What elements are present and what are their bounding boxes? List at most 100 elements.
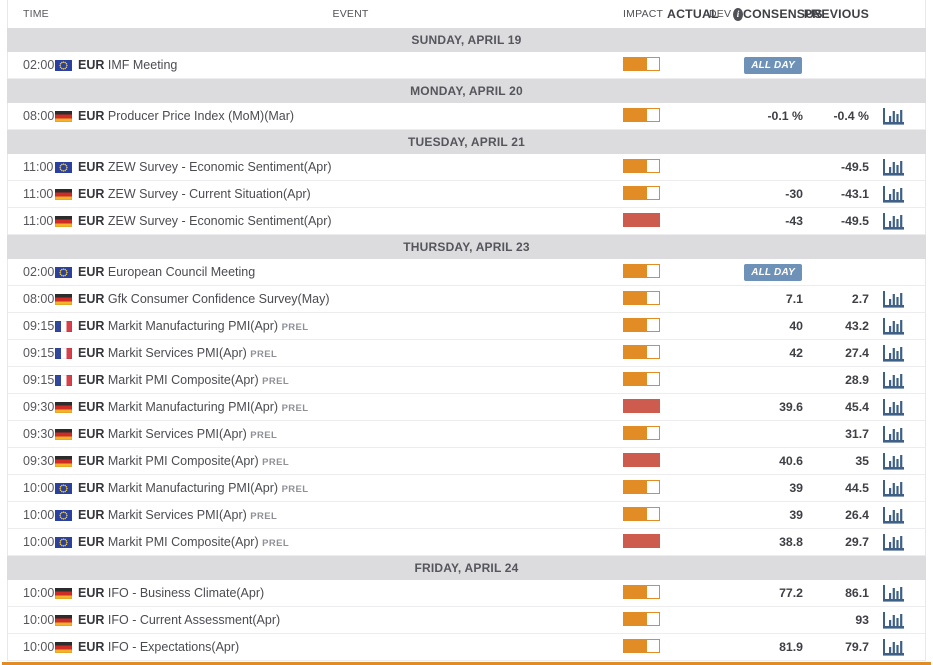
impact-fill bbox=[624, 639, 647, 652]
bar-chart-icon[interactable] bbox=[881, 638, 908, 657]
event-row[interactable]: 02:00 EUR IMF Meeting ALL DAY bbox=[8, 52, 925, 79]
bar-chart-icon[interactable] bbox=[881, 533, 908, 552]
event-row[interactable]: 08:00 EUR Producer Price Index (MoM)(Mar)… bbox=[8, 103, 925, 130]
currency-label: EUR bbox=[78, 373, 105, 387]
event-name: ZEW Survey - Economic Sentiment(Apr) bbox=[107, 160, 332, 174]
impact-meter-medium bbox=[623, 584, 660, 599]
event-row[interactable]: 11:00 EUR ZEW Survey - Current Situation(… bbox=[8, 181, 925, 208]
bar-chart-icon[interactable] bbox=[881, 611, 908, 630]
dev-info-icon[interactable]: i bbox=[733, 7, 743, 21]
event-row[interactable]: 10:00 EUR Markit Services PMI(Apr) PREL 39… bbox=[8, 502, 925, 529]
currency-label: EUR bbox=[78, 613, 105, 627]
bar-chart-icon[interactable] bbox=[881, 158, 908, 177]
currency-label: EUR bbox=[78, 160, 105, 174]
event-name: Markit PMI Composite(Apr) bbox=[107, 535, 259, 549]
bar-chart-icon[interactable] bbox=[881, 452, 908, 471]
event-time: 10:00 bbox=[23, 481, 55, 495]
event-row[interactable]: 09:15 EUR Markit PMI Composite(Apr) PREL 2… bbox=[8, 367, 925, 394]
event-name: IFO - Expectations(Apr) bbox=[107, 640, 240, 654]
event-row[interactable]: 09:15 EUR Markit Manufacturing PMI(Apr) P… bbox=[8, 313, 925, 340]
event-name: ZEW Survey - Economic Sentiment(Apr) bbox=[107, 214, 332, 228]
consensus-cell: 39 bbox=[789, 481, 803, 495]
event-name: Markit Services PMI(Apr) bbox=[107, 508, 247, 522]
bar-chart-icon[interactable] bbox=[881, 290, 908, 309]
bar-chart-icon[interactable] bbox=[881, 212, 908, 231]
impact-meter-medium bbox=[623, 638, 660, 653]
impact-meter-medium bbox=[623, 611, 660, 626]
flag-cell bbox=[55, 401, 78, 413]
event-time: 11:00 bbox=[23, 160, 54, 174]
all-day-badge: ALL DAY bbox=[744, 56, 802, 74]
event-row[interactable]: 08:00 EUR Gfk Consumer Confidence Survey(… bbox=[8, 286, 925, 313]
event-row[interactable]: 09:30 EUR Markit PMI Composite(Apr) PREL 4… bbox=[8, 448, 925, 475]
event-cell: EUR IFO - Expectations(Apr) bbox=[78, 640, 623, 654]
bar-chart-icon[interactable] bbox=[881, 506, 908, 525]
event-name: Markit PMI Composite(Apr) bbox=[107, 373, 259, 387]
previous-value: 79.7 bbox=[845, 640, 869, 654]
previous-value: 2.7 bbox=[851, 292, 869, 306]
bar-chart-icon[interactable] bbox=[881, 185, 908, 204]
bar-chart-icon[interactable] bbox=[881, 371, 908, 390]
germany-flag-icon bbox=[55, 641, 72, 653]
event-row[interactable]: 10:00 EUR Markit PMI Composite(Apr) PREL 3… bbox=[8, 529, 925, 556]
preliminary-tag: PREL bbox=[281, 484, 309, 495]
bar-chart-icon[interactable] bbox=[881, 107, 908, 126]
chart-cell bbox=[869, 344, 919, 363]
bar-chart-icon[interactable] bbox=[881, 317, 908, 336]
chart-cell bbox=[869, 611, 919, 630]
impact-fill bbox=[624, 453, 659, 466]
event-time: 08:00 bbox=[23, 292, 55, 306]
impact-meter-medium bbox=[623, 479, 660, 494]
event-row[interactable]: 10:00 EUR Markit Manufacturing PMI(Apr) P… bbox=[8, 475, 925, 502]
currency-label: EUR bbox=[78, 400, 105, 414]
event-time: 09:30 bbox=[23, 427, 55, 441]
flag-cell bbox=[55, 587, 78, 599]
bar-chart-icon[interactable] bbox=[881, 425, 908, 444]
event-time: 09:30 bbox=[23, 454, 55, 468]
event-time: 09:15 bbox=[23, 346, 55, 360]
flag-cell bbox=[55, 293, 78, 305]
impact-fill bbox=[624, 264, 647, 277]
event-name: IMF Meeting bbox=[107, 58, 178, 72]
economic-calendar: TIME EVENT IMPACT ACTUAL DEV i CONSENSUS… bbox=[7, 0, 926, 661]
previous-value: 44.5 bbox=[845, 481, 869, 495]
impact-meter-high bbox=[623, 452, 660, 467]
previous-value: 31.7 bbox=[845, 427, 869, 441]
germany-flag-icon bbox=[55, 455, 72, 467]
event-cell: EUR ZEW Survey - Economic Sentiment(Apr) bbox=[78, 214, 623, 228]
header-time: TIME bbox=[23, 8, 49, 20]
impact-meter-medium bbox=[623, 317, 660, 332]
eu-flag-icon bbox=[55, 482, 72, 494]
impact-cell bbox=[623, 344, 667, 362]
bar-chart-icon[interactable] bbox=[881, 479, 908, 498]
impact-fill bbox=[624, 399, 659, 412]
event-cell: EUR European Council Meeting bbox=[78, 265, 623, 279]
event-row[interactable]: 10:00 EUR IFO - Business Climate(Apr) 77.2… bbox=[8, 580, 925, 607]
germany-flag-icon bbox=[55, 428, 72, 440]
date-separator: SUNDAY, APRIL 19 bbox=[7, 28, 926, 52]
event-row[interactable]: 09:30 EUR Markit Services PMI(Apr) PREL 31… bbox=[8, 421, 925, 448]
bar-chart-icon[interactable] bbox=[881, 584, 908, 603]
impact-cell bbox=[623, 584, 667, 602]
event-row[interactable]: 11:00 EUR ZEW Survey - Economic Sentiment… bbox=[8, 208, 925, 235]
previous-value: -43.1 bbox=[840, 187, 869, 201]
event-row[interactable]: 10:00 EUR IFO - Current Assessment(Apr) 93 bbox=[8, 607, 925, 634]
header-dev-label: DEV bbox=[709, 8, 732, 20]
currency-label: EUR bbox=[78, 109, 105, 123]
bar-chart-icon[interactable] bbox=[881, 344, 908, 363]
event-row[interactable]: 02:00 EUR European Council Meeting ALL DAY bbox=[8, 259, 925, 286]
event-time: 10:00 bbox=[23, 535, 55, 549]
event-row[interactable]: 10:00 EUR IFO - Expectations(Apr) 81.9 79.7 bbox=[8, 634, 925, 661]
event-row[interactable]: 09:15 EUR Markit Services PMI(Apr) PREL 42… bbox=[8, 340, 925, 367]
currency-label: EUR bbox=[78, 214, 105, 228]
event-row[interactable]: 11:00 EUR ZEW Survey - Economic Sentiment… bbox=[8, 154, 925, 181]
impact-cell bbox=[623, 638, 667, 656]
calendar-body: SUNDAY, APRIL 19 02:00 EUR IMF Meeting ALL … bbox=[7, 28, 926, 661]
chart-cell bbox=[869, 452, 919, 471]
event-row[interactable]: 09:30 EUR Markit Manufacturing PMI(Apr) P… bbox=[8, 394, 925, 421]
preliminary-tag: PREL bbox=[262, 457, 290, 468]
impact-meter-high bbox=[623, 398, 660, 413]
bar-chart-icon[interactable] bbox=[881, 398, 908, 417]
impact-fill bbox=[624, 159, 647, 172]
chart-cell bbox=[869, 290, 919, 309]
